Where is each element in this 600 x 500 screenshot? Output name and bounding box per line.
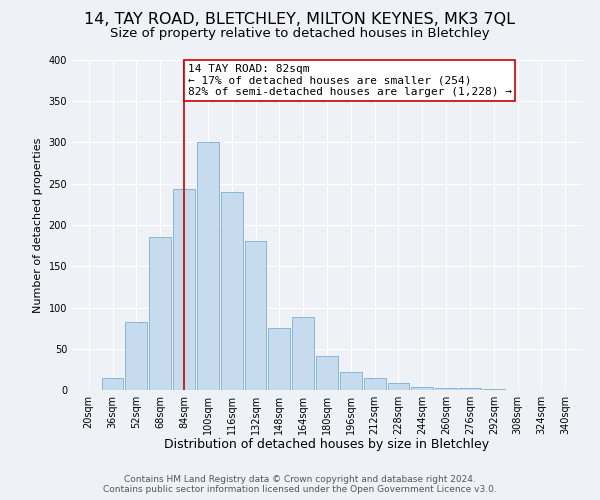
Bar — [316, 356, 338, 390]
Bar — [483, 389, 505, 390]
Bar — [364, 378, 386, 390]
Bar — [221, 192, 242, 390]
X-axis label: Distribution of detached houses by size in Bletchley: Distribution of detached houses by size … — [164, 438, 490, 452]
Bar — [101, 378, 124, 390]
Bar — [388, 384, 409, 390]
Bar — [149, 236, 171, 390]
Bar — [197, 142, 219, 390]
Bar — [292, 318, 314, 390]
Bar — [245, 240, 266, 390]
Bar — [412, 386, 433, 390]
Bar — [125, 322, 148, 390]
Y-axis label: Number of detached properties: Number of detached properties — [33, 138, 43, 312]
Text: Size of property relative to detached houses in Bletchley: Size of property relative to detached ho… — [110, 28, 490, 40]
Bar — [459, 388, 481, 390]
Bar — [173, 188, 195, 390]
Bar — [340, 372, 362, 390]
Bar — [435, 388, 457, 390]
Text: 14, TAY ROAD, BLETCHLEY, MILTON KEYNES, MK3 7QL: 14, TAY ROAD, BLETCHLEY, MILTON KEYNES, … — [85, 12, 515, 28]
Text: 14 TAY ROAD: 82sqm
← 17% of detached houses are smaller (254)
82% of semi-detach: 14 TAY ROAD: 82sqm ← 17% of detached hou… — [188, 64, 512, 98]
Bar — [268, 328, 290, 390]
Text: Contains HM Land Registry data © Crown copyright and database right 2024.
Contai: Contains HM Land Registry data © Crown c… — [103, 474, 497, 494]
